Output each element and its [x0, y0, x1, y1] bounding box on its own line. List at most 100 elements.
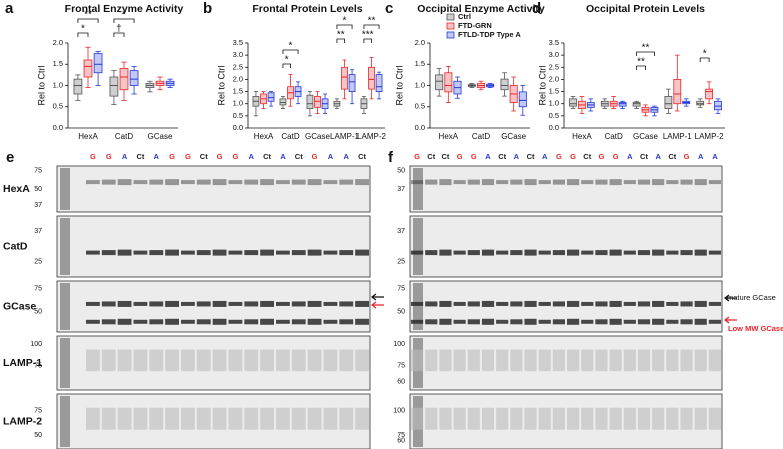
- y-tick-label: 3.0: [549, 50, 559, 59]
- band: [323, 250, 338, 255]
- band: [165, 179, 179, 186]
- band: [260, 300, 274, 307]
- band: [244, 179, 259, 185]
- band: [467, 407, 480, 430]
- blot-row: [409, 215, 723, 278]
- lane-label: Ct: [263, 152, 271, 161]
- band: [510, 319, 523, 325]
- lane-label: G: [414, 152, 420, 161]
- band: [453, 301, 466, 306]
- band: [439, 300, 452, 307]
- band: [510, 250, 523, 256]
- band: [291, 349, 306, 372]
- band: [212, 349, 227, 372]
- band: [244, 407, 259, 430]
- lane-label: G: [106, 152, 112, 161]
- lane-label: A: [627, 152, 633, 161]
- band: [181, 407, 195, 430]
- band: [86, 407, 100, 430]
- blot-row: [56, 335, 371, 391]
- box: [368, 66, 375, 90]
- box: [673, 79, 682, 105]
- legend-swatch: [446, 31, 455, 39]
- box: [306, 94, 314, 109]
- box: [569, 98, 577, 107]
- band: [439, 407, 452, 430]
- mw-marker: 60: [397, 438, 405, 445]
- band: [260, 407, 274, 430]
- band: [323, 319, 338, 324]
- band: [609, 318, 622, 325]
- band: [538, 407, 551, 430]
- band: [355, 318, 369, 325]
- arrow: [724, 316, 737, 324]
- lane-label: A: [698, 152, 704, 161]
- mw-marker: 75: [397, 285, 405, 292]
- band: [467, 349, 480, 372]
- band: [101, 250, 116, 256]
- blot-row: [56, 280, 371, 333]
- band: [637, 319, 651, 325]
- blot-row: [409, 335, 723, 391]
- band: [481, 300, 495, 307]
- lane-label: A: [655, 152, 661, 161]
- panel-letter: e: [6, 149, 14, 166]
- lane-label: A: [249, 152, 255, 161]
- band: [355, 249, 369, 256]
- row-label: LAMP-1: [3, 357, 42, 369]
- band: [181, 301, 195, 306]
- significance-bracket: [699, 57, 710, 62]
- band: [339, 250, 354, 256]
- band: [133, 250, 148, 255]
- band: [228, 301, 243, 306]
- band: [212, 407, 227, 430]
- band: [538, 319, 551, 324]
- box: [435, 74, 444, 91]
- mw-marker: 37: [34, 228, 42, 235]
- legend-swatch: [446, 13, 455, 21]
- band: [196, 407, 211, 430]
- mw-marker: 50: [34, 186, 42, 193]
- band: [481, 249, 495, 256]
- y-tick-label: 3.0: [233, 50, 243, 59]
- band: [181, 349, 195, 372]
- lane-label: G: [599, 152, 605, 161]
- band: [411, 250, 424, 255]
- x-tick-label: GCase: [305, 132, 330, 141]
- band: [567, 300, 580, 307]
- y-tick-label: 0.5: [233, 111, 243, 120]
- lane-label: G: [312, 152, 318, 161]
- significance-bracket: [77, 18, 99, 23]
- mw-marker: 60: [397, 379, 405, 386]
- band: [538, 349, 551, 372]
- x-tick-label: CatD: [472, 132, 490, 141]
- ladder: [413, 283, 423, 330]
- band: [439, 179, 452, 186]
- lane-label: A: [154, 152, 160, 161]
- band: [165, 407, 179, 430]
- band: [680, 407, 693, 430]
- band: [538, 180, 551, 185]
- band: [694, 407, 707, 430]
- band: [323, 349, 338, 372]
- box: [341, 66, 348, 90]
- band: [510, 407, 523, 430]
- box: [279, 98, 287, 106]
- band: [666, 349, 679, 372]
- significance-label: *: [289, 41, 293, 52]
- band: [467, 319, 480, 325]
- band: [666, 407, 679, 430]
- panel-letter: a: [5, 0, 14, 17]
- y-tick-label: 1.5: [233, 87, 243, 96]
- band: [276, 250, 290, 255]
- band: [595, 319, 608, 325]
- box: [348, 74, 356, 92]
- chart-title: Occipital Enzyme Activity: [417, 3, 545, 15]
- ladder: [413, 168, 423, 210]
- lane-label: A: [712, 152, 718, 161]
- band: [244, 250, 259, 256]
- box: [664, 96, 673, 109]
- band: [307, 300, 322, 307]
- band: [291, 250, 306, 256]
- y-tick-label: 2.5: [233, 62, 243, 71]
